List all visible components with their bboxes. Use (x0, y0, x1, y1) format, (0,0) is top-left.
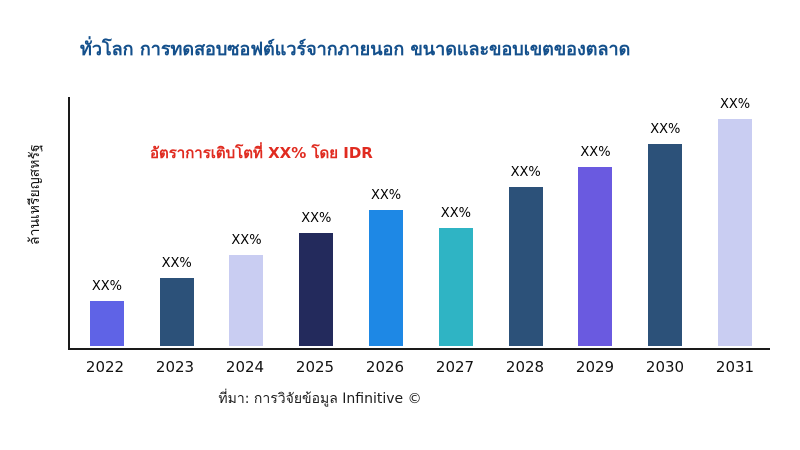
bar-group: XX% (351, 97, 421, 346)
bar-group: XX% (630, 97, 700, 346)
bar (159, 278, 194, 346)
bar-group: XX% (281, 97, 351, 346)
x-labels: 2022 2023 2024 2025 2026 2027 2028 2029 2030 2031 (70, 350, 770, 384)
plot-area: อัตราการเติบโตที่ XX% โดย IDR XX% XX% XX% X… (68, 97, 770, 350)
bar-value-label: XX% (719, 97, 751, 113)
bar-value-label: XX% (510, 165, 541, 181)
bar (438, 228, 473, 346)
growth-annotation: อัตราการเติบโตที่ XX% โดย IDR (150, 144, 373, 162)
bar-group: XX% (212, 97, 282, 346)
bar (578, 167, 613, 346)
x-tick-label: 2031 (715, 358, 755, 376)
bar-group: XX% (561, 97, 631, 346)
y-axis-label: ล้านเหรียญสหรัฐ (27, 144, 43, 246)
bar (89, 300, 124, 346)
bar-group: XX% (72, 97, 142, 346)
source-caption: ที่มา: การวิจัยข้อมูล Infinitive © (218, 391, 422, 407)
bar (299, 232, 334, 346)
x-tick-label: 2026 (365, 358, 405, 376)
bar-value-label: XX% (301, 210, 332, 226)
x-tick-label: 2023 (155, 358, 195, 376)
bar-value-label: XX% (91, 278, 122, 294)
bar (508, 187, 543, 346)
x-tick-label: 2028 (505, 358, 545, 376)
bar (229, 255, 264, 346)
x-tick-label: 2030 (645, 358, 685, 376)
bar (718, 119, 753, 346)
chart-area: ล้านเหรียญสหรัฐ อัตราการเติบโตที่ XX% โด… (27, 97, 770, 376)
bar-group: XX% (491, 97, 561, 346)
bar-group: XX% (700, 97, 770, 346)
bar-value-label: XX% (650, 122, 681, 138)
x-tick-label: 2022 (85, 358, 125, 376)
bar-value-label: XX% (371, 188, 402, 204)
bar-value-label: XX% (440, 206, 471, 222)
chart-title: ทั่วโลก การทดสอบซอฟต์แวร์จากภายนอก ขนาดแ… (80, 39, 631, 60)
x-tick-label: 2027 (435, 358, 475, 376)
bars: XX% XX% XX% XX% XX% XX% XX% XX% XX% XX% (72, 97, 770, 346)
bar (648, 144, 683, 346)
bar (369, 210, 404, 346)
bar-value-label: XX% (580, 145, 611, 160)
bar-value-label: XX% (231, 233, 262, 249)
bar-group: XX% (421, 97, 491, 346)
bar-group: XX% (142, 97, 212, 346)
x-tick-label: 2025 (295, 358, 335, 376)
x-tick-label: 2029 (575, 358, 615, 376)
bar-value-label: XX% (161, 256, 192, 272)
x-tick-label: 2024 (225, 358, 265, 376)
